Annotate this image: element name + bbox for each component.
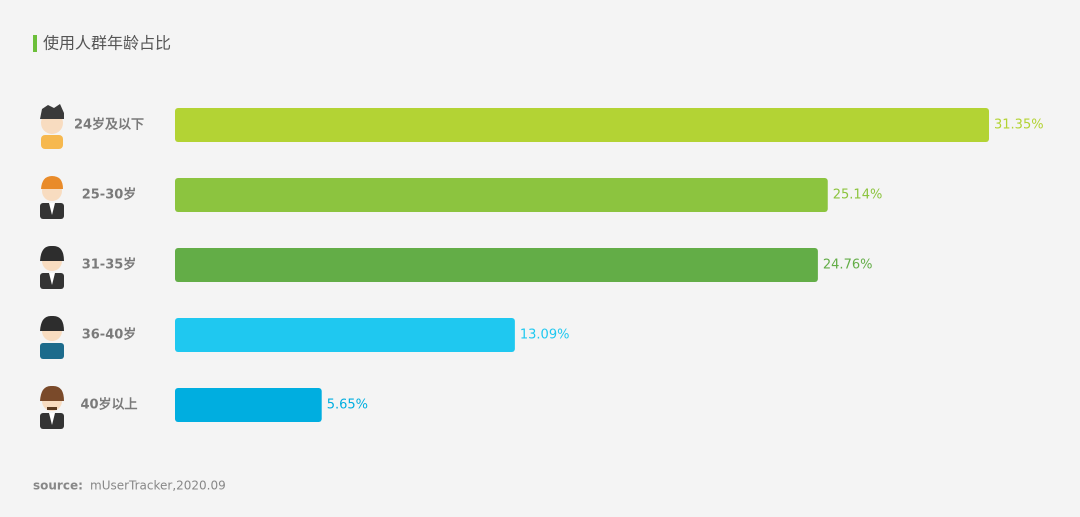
bar	[175, 178, 828, 212]
avatar	[40, 385, 64, 429]
title-marker	[33, 35, 37, 52]
bar	[175, 318, 515, 352]
source-label: source:	[33, 479, 83, 493]
avatars	[40, 104, 64, 429]
source: mUserTracker,2020.09	[90, 479, 226, 493]
avatar	[40, 104, 64, 149]
category-label: 31-35岁	[82, 257, 137, 273]
avatar	[40, 315, 64, 359]
category-label: 36-40岁	[82, 327, 137, 343]
avatar	[40, 176, 64, 219]
category-label: 25-30岁	[82, 187, 137, 203]
bar	[175, 108, 989, 142]
value-label: 5.65%	[327, 398, 368, 413]
chart-title: 使用人群年龄占比	[43, 34, 171, 53]
value-label: 25.14%	[833, 188, 883, 203]
category-label: 40岁以上	[80, 397, 137, 413]
value-label: 31.35%	[994, 118, 1044, 133]
value-label: 24.76%	[823, 258, 873, 273]
category-label: 24岁及以下	[74, 117, 144, 133]
bar	[175, 388, 322, 422]
value-label: 13.09%	[520, 328, 570, 343]
avatar	[40, 245, 64, 289]
bar	[175, 248, 818, 282]
